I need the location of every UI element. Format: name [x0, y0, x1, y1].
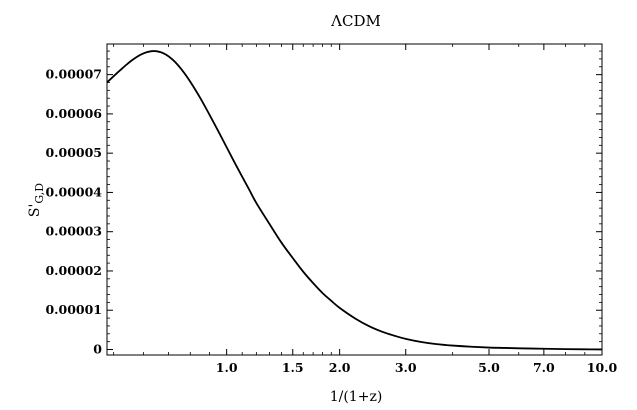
x-axis-label: 1/(1+z) [330, 389, 383, 405]
x-tick-label: 2.0 [329, 360, 351, 375]
y-tick-label: 0.00007 [45, 67, 102, 82]
plot-area: 1.0 1.5 2.0 3.0 5.0 7.0 10.0 0 0.00001 0.00002 0.… [45, 43, 618, 375]
y-axis-label-subscript: G,D [33, 183, 46, 204]
y-tick-label: 0.00006 [45, 106, 102, 121]
chart-title: ΛCDM [330, 12, 381, 30]
x-tick-label: 7.0 [533, 360, 555, 375]
x-tick-label: 5.0 [478, 360, 500, 375]
x-tick-label: 1.5 [282, 360, 304, 375]
y-tick-label: 0.00005 [45, 145, 102, 160]
y-tick-label: 0.00002 [45, 263, 102, 278]
x-tick-label: 3.0 [395, 360, 417, 375]
plot-frame [106, 43, 603, 356]
series-group [106, 50, 603, 351]
y-tick-label: 0.00003 [45, 224, 102, 239]
y-axis-label: S'G,D [27, 183, 46, 217]
y-axis-label-main: S' [27, 204, 43, 217]
y-tick-label: 0.00004 [45, 184, 102, 199]
y-axis-ticks: 0 0.00001 0.00002 0.00003 0.00004 0.00005 0.00… [45, 50, 602, 357]
y-tick-label: 0 [93, 342, 102, 357]
x-tick-label: 1.0 [216, 360, 238, 375]
x-tick-label: 10.0 [587, 360, 618, 375]
series-line-0 [106, 50, 603, 351]
y-tick-label: 0.00001 [45, 302, 102, 317]
